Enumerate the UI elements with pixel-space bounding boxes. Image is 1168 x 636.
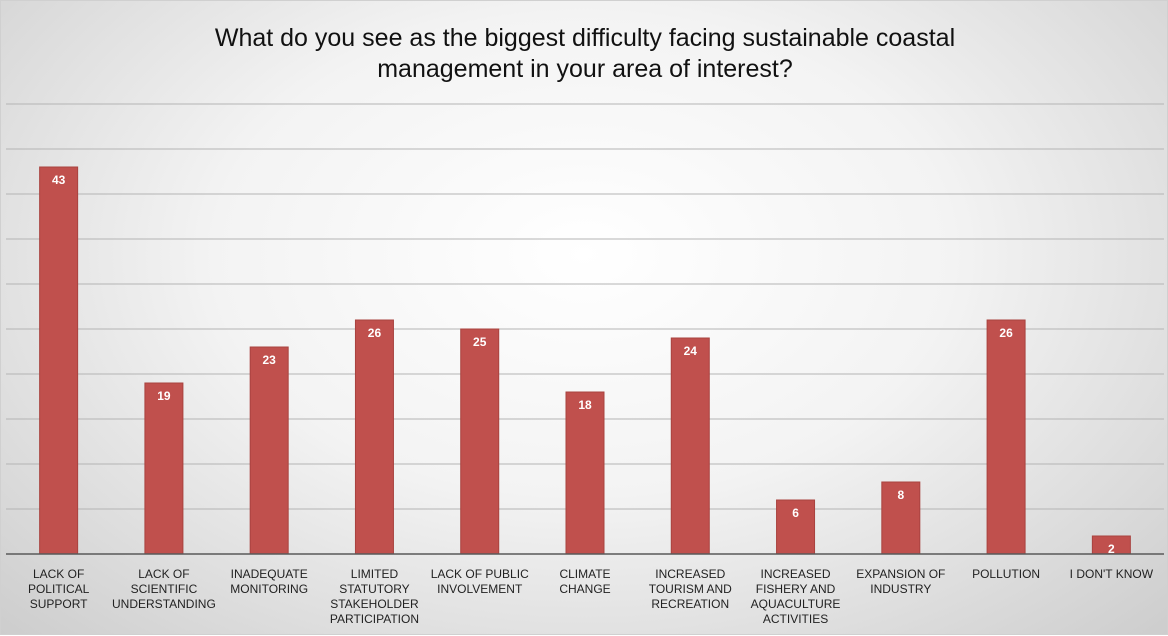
category-label: LACK OF SCIENTIFIC UNDERSTANDING (112, 567, 216, 612)
category-label-line: TOURISM AND (648, 582, 732, 596)
category-label-line: UNDERSTANDING (112, 597, 216, 611)
chart-title-line-1: What do you see as the biggest difficult… (214, 24, 956, 52)
category-label: I DON'T KNOW (1059, 567, 1163, 582)
category-label-line: STAKEHOLDER (330, 597, 419, 611)
category-label: INCREASED TOURISM AND RECREATION (638, 567, 742, 612)
category-label-line: POLLUTION (972, 567, 1041, 581)
data-label: 25 (473, 335, 487, 349)
category-label-line: I DON'T KNOW (1069, 567, 1154, 581)
data-label: 43 (52, 173, 66, 187)
category-label-line: SUPPORT (29, 597, 88, 611)
category-label-line: INDUSTRY (870, 582, 932, 596)
category-label-line: MONITORING (230, 582, 309, 596)
data-label: 24 (684, 344, 698, 358)
category-label: POLLUTION (954, 567, 1058, 582)
category-label-line: INADEQUATE (230, 567, 308, 581)
category-label: INADEQUATE MONITORING (217, 567, 321, 597)
category-label-line: ACTIVITIES (762, 612, 829, 626)
category-label-line: POLITICAL (27, 582, 90, 596)
data-label: 6 (792, 506, 799, 520)
category-label-line: LIMITED (350, 567, 399, 581)
category-label-line: INVOLVEMENT (437, 582, 523, 596)
bar (144, 382, 184, 555)
category-label: LACK OF PUBLIC INVOLVEMENT (428, 567, 532, 597)
category-label-line: CLIMATE CHANGE (559, 567, 611, 596)
category-label-line: EXPANSION OF (856, 567, 946, 581)
category-label-line: LACK OF PUBLIC (430, 567, 529, 581)
data-label: 19 (157, 389, 171, 403)
category-label: EXPANSION OF INDUSTRY (849, 567, 953, 597)
chart-title: What do you see as the biggest difficult… (1, 23, 1168, 85)
category-label-line: RECREATION (651, 597, 730, 611)
category-label-line: FISHERY AND (755, 582, 836, 596)
category-label-line: INCREASED (760, 567, 831, 581)
data-label: 8 (897, 488, 904, 502)
category-label: CLIMATE CHANGE (533, 567, 637, 597)
category-label-line: STATUTORY (339, 582, 410, 596)
chart-title-line-2: management in your area of interest? (377, 55, 793, 83)
bar (354, 319, 394, 555)
bar (39, 166, 79, 555)
data-label: 26 (368, 326, 382, 340)
category-label-line: LACK OF (32, 567, 85, 581)
category-label-line: INCREASED (655, 567, 726, 581)
data-label: 2 (1108, 542, 1115, 556)
category-label-line: SCIENTIFIC (130, 582, 198, 596)
bar (670, 337, 710, 555)
category-label: LIMITED STATUTORY STAKEHOLDER PARTICIPATION (322, 567, 426, 627)
bar (249, 346, 289, 555)
bar (565, 391, 605, 555)
category-label-line: PARTICIPATION (329, 612, 420, 626)
bar (986, 319, 1026, 555)
data-label: 26 (999, 326, 1013, 340)
data-label: 23 (263, 353, 277, 367)
category-label-line: LACK OF (138, 567, 190, 581)
category-label: INCREASED FISHERY AND AQUACULTURE ACTIVITIE… (744, 567, 848, 627)
bar (460, 328, 500, 555)
category-label-line: AQUACULTURE (750, 597, 841, 611)
data-label: 18 (578, 398, 592, 412)
category-label: LACK OF POLITICAL SUPPORT (7, 567, 111, 612)
